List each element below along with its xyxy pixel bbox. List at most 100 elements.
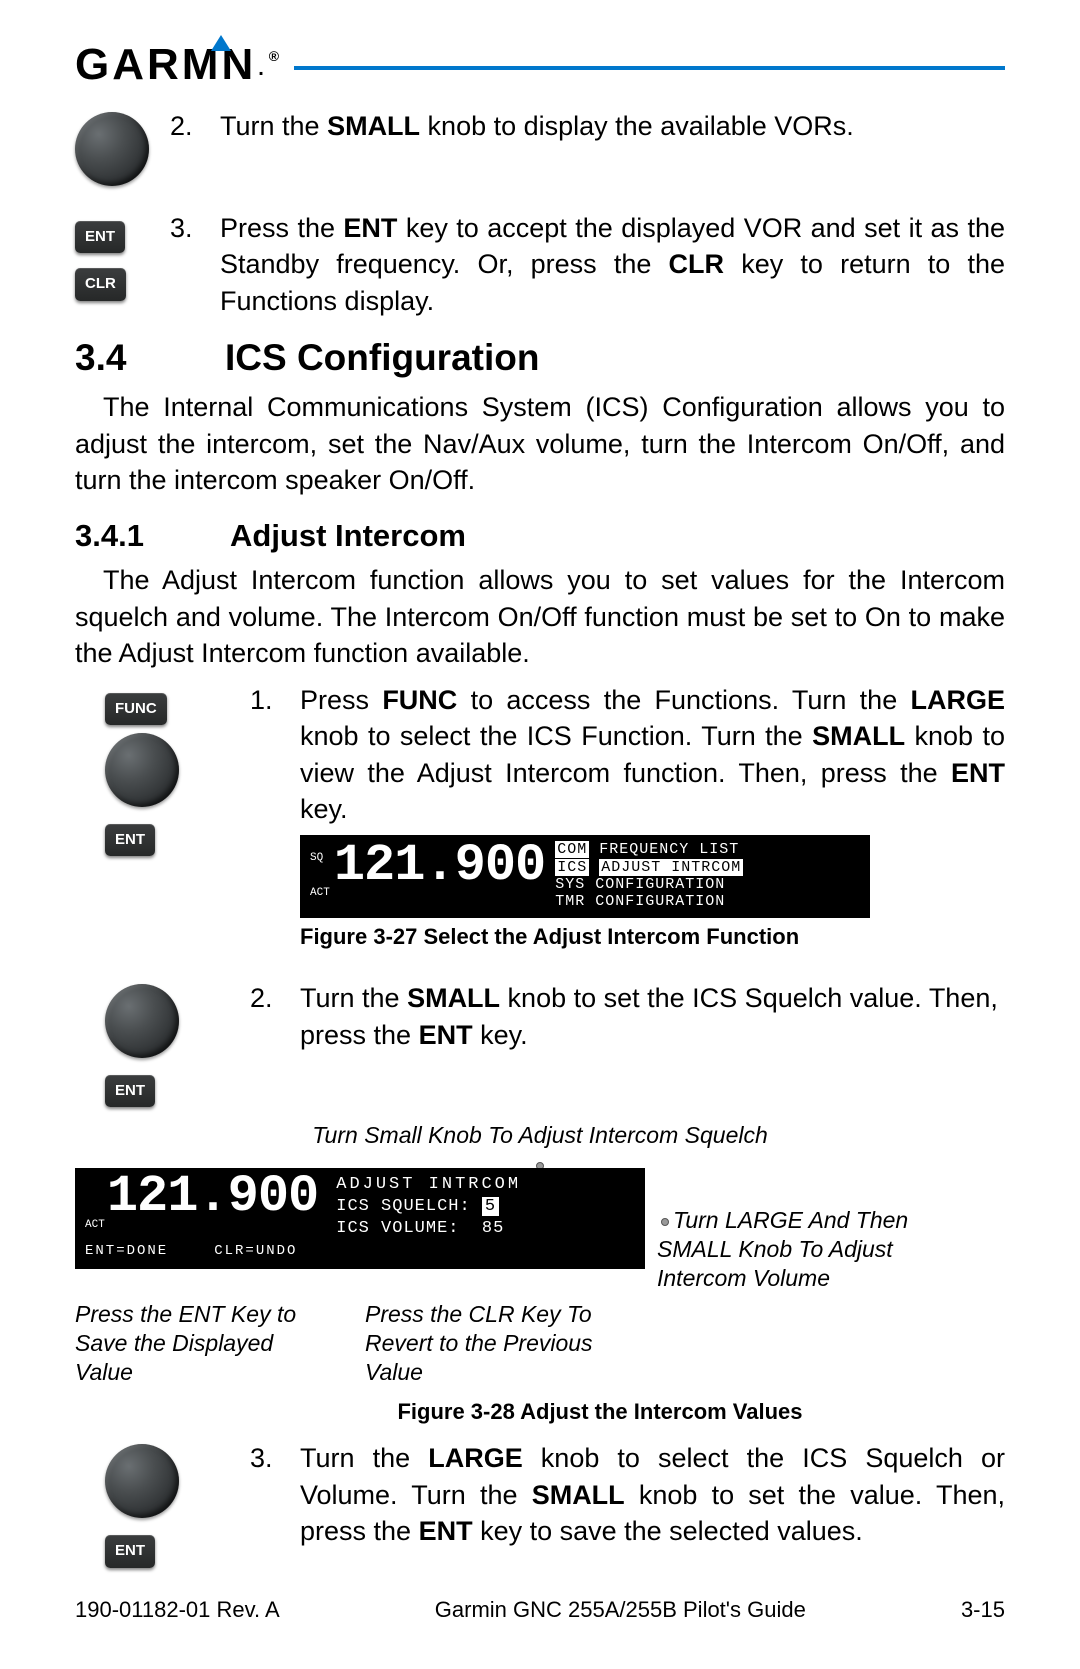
figure-caption-28: Figure 3-28 Adjust the Intercom Values (195, 1397, 1005, 1427)
footer-pageno: 3-15 (961, 1597, 1005, 1623)
figure-caption-27: Figure 3-27 Select the Adjust Intercom F… (300, 922, 1005, 952)
callout-bottom-row: Press the ENT Key to Save the Displayed … (75, 1300, 1005, 1386)
txt: to access the Functions. Turn the (457, 685, 910, 715)
subsection-heading: 3.4.1Adjust Intercom (75, 515, 1005, 557)
step-row: 2. Turn the SMALL knob to display the av… (75, 108, 1005, 196)
callout-side: Turn LARGE And Then SMALL Knob To Adjust… (657, 1206, 947, 1292)
page-content: 2. Turn the SMALL knob to display the av… (75, 108, 1005, 1576)
icon-column: ENT CLR (75, 210, 170, 319)
lcd-hint: CLR=UNDO (214, 1243, 297, 1259)
lcd-line: SYS CONFIGURATION (555, 876, 860, 893)
ent-key-icon: ENT (105, 1535, 155, 1567)
bold: LARGE (428, 1443, 523, 1473)
subsection-number: 3.4.1 (75, 515, 230, 557)
logo-triangle-icon (211, 35, 231, 51)
annotated-figure: Turn Small Knob To Adjust Intercom Squel… (75, 1121, 1005, 1426)
lcd-value: 85 (482, 1219, 504, 1238)
txt: Press the (220, 213, 343, 243)
footer-partno: 190-01182-01 Rev. A (75, 1597, 280, 1623)
clr-key-icon: CLR (75, 268, 126, 300)
lcd-menu: COM FREQUENCY LIST ICS ADJUST INTRCOM SY… (555, 841, 860, 910)
callout-top: Turn Small Knob To Adjust Intercom Squel… (75, 1121, 1005, 1164)
txt: key. (300, 794, 348, 824)
step-row: FUNC ENT 1. Press FUNC to access the Fun… (75, 682, 1005, 966)
step-row: ENT 3. Turn the LARGE knob to select the… (75, 1440, 1005, 1575)
logo-registered: ® (269, 48, 282, 64)
bold: CLR (669, 249, 725, 279)
step-body: Turn the LARGE knob to select the ICS Sq… (300, 1440, 1005, 1575)
lcd-hint: ENT=DONE (85, 1243, 168, 1259)
txt: Turn the (220, 111, 327, 141)
knob-icon (75, 112, 149, 186)
knob-icon (105, 733, 179, 807)
txt: Press (300, 685, 382, 715)
lcd-value: 5 (482, 1197, 499, 1216)
lcd-act-label: ACT (310, 888, 330, 899)
step-body: Turn the SMALL knob to display the avail… (220, 108, 1005, 196)
callout-text: Turn Small Knob To Adjust Intercom Squel… (312, 1122, 768, 1148)
page-header: GARM N . ® (75, 40, 1005, 90)
step-number: 2. (170, 108, 220, 196)
bold: LARGE (911, 685, 1006, 715)
step-text: 3. Turn the LARGE knob to select the ICS… (250, 1440, 1005, 1575)
bold: SMALL (812, 721, 905, 751)
step-number: 2. (250, 980, 300, 1115)
bold: FUNC (382, 685, 457, 715)
callout-bottom-right: Press the CLR Key To Revert to the Previ… (365, 1300, 645, 1386)
icon-column: ENT (75, 1440, 250, 1575)
txt: Turn the (300, 983, 407, 1013)
ent-key-icon: ENT (105, 1075, 155, 1107)
txt: knob to select the ICS Function. Turn th… (300, 721, 812, 751)
step-text: 1. Press FUNC to access the Functions. T… (250, 682, 1005, 966)
icon-column: ENT (75, 980, 250, 1115)
knob-icon (105, 984, 179, 1058)
step-number: 1. (250, 682, 300, 828)
footer-title: Garmin GNC 255A/255B Pilot's Guide (435, 1597, 806, 1623)
section-body: The Internal Communications System (ICS)… (75, 389, 1005, 498)
txt: knob to display the available VORs. (420, 111, 854, 141)
logo-text-1: GARM (75, 40, 221, 90)
bold: SMALL (532, 1480, 625, 1510)
step-body: Turn the SMALL knob to set the ICS Squel… (300, 980, 1005, 1115)
step-number: 3. (170, 210, 220, 319)
knob-icon (105, 1444, 179, 1518)
lcd-line: ICS (555, 859, 589, 876)
icon-column: FUNC ENT (75, 682, 250, 966)
lcd-line: ICS SQUELCH: (336, 1197, 470, 1216)
section-heading: 3.4ICS Configuration (75, 333, 1005, 383)
lcd-bottom-hints: ENT=DONE CLR=UNDO (85, 1242, 635, 1261)
garmin-logo: GARM N . ® (75, 40, 282, 90)
section-number: 3.4 (75, 333, 225, 383)
subsection-body: The Adjust Intercom function allows you … (75, 562, 1005, 671)
subsection-title: Adjust Intercom (230, 518, 466, 553)
ent-key-icon: ENT (75, 221, 125, 253)
lcd-line: FREQUENCY LIST (599, 841, 739, 858)
bold: ENT (951, 758, 1005, 788)
step-body: Press FUNC to access the Functions. Turn… (300, 682, 1005, 828)
callout-bottom-left: Press the ENT Key to Save the Displayed … (75, 1300, 325, 1386)
logo-dot: . (258, 58, 267, 81)
lcd-right-panel: ADJUST INTRCOM ICS SQUELCH: 5 ICS VOLUME… (336, 1174, 635, 1240)
step-text: 2. Turn the SMALL knob to set the ICS Sq… (250, 980, 1005, 1115)
lcd-act-label: ACT (85, 1218, 105, 1233)
lcd-line: COM (555, 841, 589, 858)
lcd-line: TMR CONFIGURATION (555, 893, 860, 910)
header-rule (294, 66, 1005, 70)
icon-column (75, 108, 170, 196)
step-row: ENT CLR 3. Press the ENT key to accept t… (75, 210, 1005, 319)
lcd-display-2: ACT 121.900 ADJUST INTRCOM ICS SQUELCH: … (75, 1168, 645, 1269)
lcd-frequency: 121.900 (107, 1174, 318, 1240)
lcd-line: ICS VOLUME: (336, 1219, 459, 1238)
callout-pin-icon (661, 1218, 669, 1226)
lcd-display-1: SQ ACT 121.900 COM FREQUENCY LIST ICS AD… (300, 835, 870, 918)
step-text: 2. Turn the SMALL knob to display the av… (170, 108, 1005, 196)
lcd-sq-label: SQ (310, 853, 330, 864)
bold: ENT (343, 213, 397, 243)
step-body: Press the ENT key to accept the displaye… (220, 210, 1005, 319)
lcd-line: ADJUST INTRCOM (599, 859, 743, 876)
step-text: 3. Press the ENT key to accept the displ… (170, 210, 1005, 319)
lcd-line: ADJUST INTRCOM (336, 1174, 635, 1196)
lcd-frequency: 121.900 (334, 841, 545, 910)
step-row: ENT 2. Turn the SMALL knob to set the IC… (75, 980, 1005, 1115)
section-title: ICS Configuration (225, 337, 539, 378)
